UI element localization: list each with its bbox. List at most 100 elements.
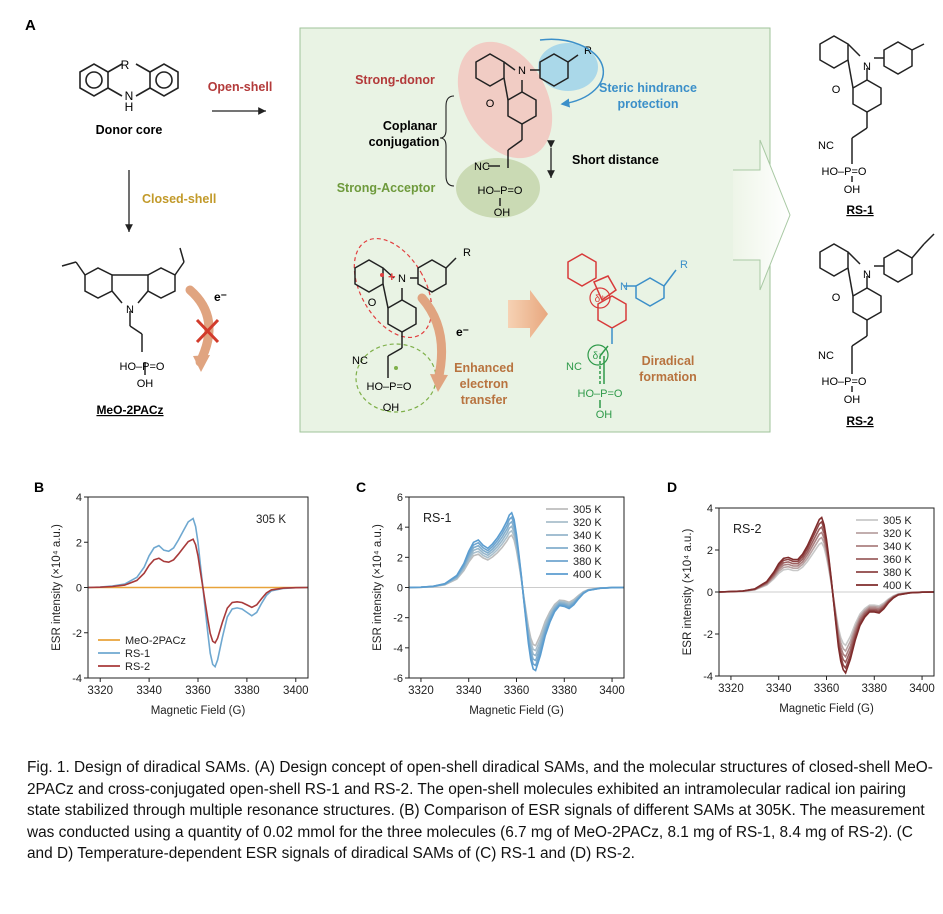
y-tick-label-b: 4 [76,492,82,504]
right-oh: OH [596,409,613,421]
legend-label-d-0: 305 K [883,515,912,527]
donor-core-structure [79,63,179,97]
lower-r: R [463,247,471,259]
rs2-hopo: HO–P=O [822,376,867,388]
radical-dot-anion [394,366,398,370]
y-tick-label-d: 0 [707,587,713,599]
center-hopo-upper: HO–P=O [478,185,523,197]
x-tick-label-c: 3380 [551,685,577,697]
y-tick-label-c: 2 [397,552,403,564]
x-tick-label-c: 3400 [599,685,625,697]
right-nc: NC [566,361,582,373]
donor-core-r: R [121,58,130,72]
x-axis-label-b: Magnetic Field (G) [151,705,246,717]
rs1-name: RS-1 [846,203,874,217]
rs1-oh: OH [844,184,861,196]
strong-donor-label: Strong-donor [355,73,435,87]
y-tick-label-d: -2 [703,629,713,641]
y-tick-label-c: -2 [393,613,403,625]
caption-title: Fig. 1. Design of diradical SAMs. [27,759,251,776]
legend-label-c-1: 320 K [573,517,602,529]
series-line-b-2 [87,538,309,645]
panel-a: A R N H Donor core Open-shell Closed-she… [25,17,935,433]
lower-nc: NC [352,355,368,367]
diradical-label-1: Diradical [642,354,695,368]
diradical-label-2: formation [639,370,697,384]
right-hopo: HO–P=O [578,388,623,400]
legend-label-c-2: 340 K [573,530,602,542]
blocked-cross-icon [195,318,220,344]
rs1-hopo: HO–P=O [822,166,867,178]
steric-label-1: Steric hindrance [599,81,697,95]
lower-hopo: HO–P=O [367,381,412,393]
y-tick-label-c: -4 [393,643,403,655]
x-axis-label-c: Magnetic Field (G) [469,705,564,717]
x-tick-label-b: 3400 [283,685,309,697]
y-tick-label-c: 0 [397,583,403,595]
y-tick-label-c: 4 [397,522,403,534]
rs2-nc: NC [818,350,834,362]
y-tick-label-c: -6 [393,673,403,685]
chart-b: 3320 3340 3360 3380 3400 -4 -2 0 2 4 Magnetic Fiel… [51,492,309,717]
closed-shell-label: Closed-shell [142,192,216,206]
x-axis-label-d: Magnetic Field (G) [779,703,874,715]
panel-label-b: B [34,479,44,495]
enhanced-label-3: transfer [461,393,508,407]
series-line-c-5 [408,511,625,672]
donor-highlight [457,41,553,159]
rs1-o: O [832,84,841,96]
steric-label-2: protection [617,97,678,111]
y-tick-label-b: 0 [76,583,82,595]
big-arrow-right [733,139,791,291]
lower-o: O [368,297,377,309]
donor-core-n: N [125,89,134,103]
legend-label-d-2: 340 K [883,541,912,553]
right-n: N [620,281,628,293]
center-molecule-upper [475,53,579,206]
center-n-upper: N [518,65,526,77]
rs2-n: N [863,269,871,281]
donor-core-label: Donor core [96,123,163,137]
resonance-arrow [508,290,548,338]
x-tick-label-b: 3320 [87,685,113,697]
meo-n: N [126,304,134,316]
series-line-d-5 [718,516,935,675]
x-tick-label-c: 3340 [456,685,482,697]
legend-label-d-5: 400 K [883,580,912,592]
radical-dot-cation [380,273,384,277]
acceptor-highlight [456,158,540,218]
coplanar-label-2: conjugation [369,135,440,149]
electron-transfer-arrowhead [430,374,448,392]
cation-plus-icon: + [388,269,396,284]
legend-label-c-4: 380 K [573,556,602,568]
x-tick-label-c: 3360 [504,685,530,697]
y-tick-label-d: 2 [707,545,713,557]
center-r-upper: R [584,45,592,57]
meo-oh: OH [137,378,154,390]
coplanar-brace [439,95,455,187]
meo-hopo: HO–P=O [120,361,165,373]
y-tick-label-b: 2 [76,537,82,549]
y-tick-label-d: -4 [703,671,713,683]
x-tick-label-d: 3320 [718,683,744,695]
delta-minus: δ⁻ [593,351,604,362]
panel-label-a: A [25,17,36,34]
y-tick-label-c: 6 [397,492,403,504]
legend-label-c-5: 400 K [573,569,602,581]
x-tick-label-b: 3340 [136,685,162,697]
legend-label-b-1: RS-1 [125,648,150,660]
legend-label-c-0: 305 K [573,504,602,516]
x-tick-label-d: 3340 [766,683,792,695]
y-tick-label-b: -2 [72,628,82,640]
center-nc-upper: NC [474,161,490,173]
chart-c: 3320 3340 3360 3380 3400 -6 -4 -2 0 2 4 6 Magnetic F… [372,492,625,717]
delta-plus-circle [589,287,611,309]
x-tick-label-c: 3320 [408,685,434,697]
legend-label-b-0: MeO-2PACz [125,635,186,647]
panel-label-c: C [356,479,366,495]
lower-n: N [398,273,406,285]
meo-2pacz-structure [61,247,185,375]
legend-label-d-1: 320 K [883,528,912,540]
figure-caption: Fig. 1. Design of diradical SAMs. (A) De… [27,757,933,865]
